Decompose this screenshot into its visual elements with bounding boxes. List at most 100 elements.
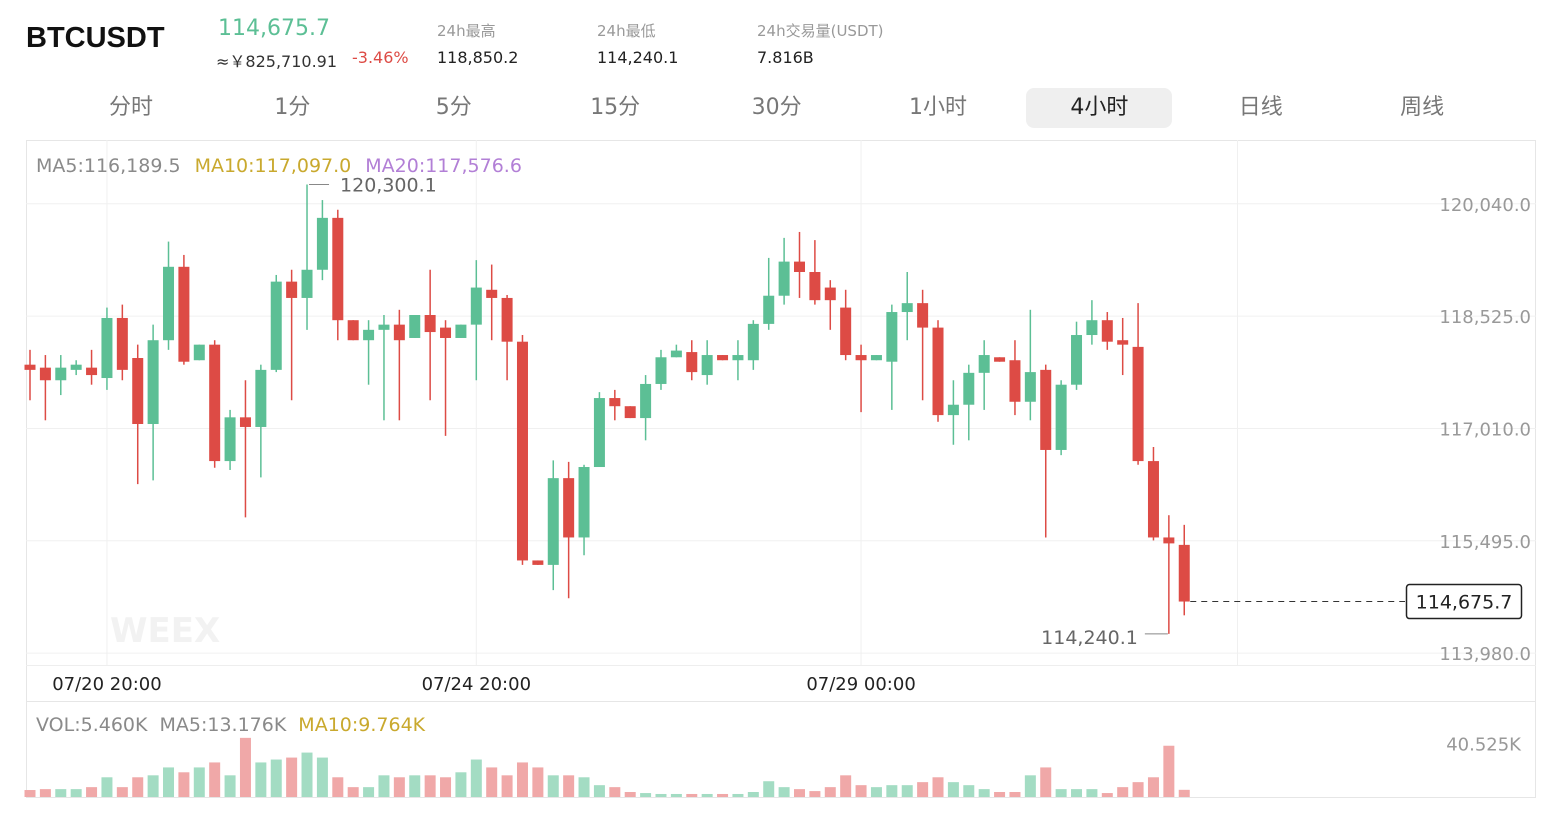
x-tick-label: 07/29 00:00 xyxy=(806,674,915,695)
volume-bar xyxy=(455,772,467,797)
candle-body xyxy=(147,340,159,425)
candle-body xyxy=(116,317,128,370)
volume-bar xyxy=(624,792,636,797)
candle-body xyxy=(640,383,652,419)
volume-bar xyxy=(347,787,359,797)
volume-bar xyxy=(532,767,544,797)
volume-bar xyxy=(1132,782,1144,797)
candle-body xyxy=(886,312,898,362)
interval-tab[interactable]: 5分 xyxy=(435,95,472,120)
stat-label: 24h最低 xyxy=(597,22,656,40)
interval-tab[interactable]: 1小时 xyxy=(909,95,967,120)
candle-body xyxy=(1163,537,1175,544)
last-price-box xyxy=(1405,583,1523,620)
interval-tab[interactable]: 日线 xyxy=(1238,95,1283,120)
last-price: 114,675.7 xyxy=(218,16,330,41)
volume-bar xyxy=(717,793,729,797)
volume-bar xyxy=(316,757,328,797)
volume-bar xyxy=(301,752,313,797)
volume-bar xyxy=(55,789,67,797)
volume-bar xyxy=(163,767,175,797)
chart-frame xyxy=(26,140,1536,798)
volume-bar xyxy=(393,777,405,797)
candle-body xyxy=(1132,346,1144,462)
volume-bar xyxy=(1086,789,1098,797)
watermark: WEEX xyxy=(110,611,220,651)
stat-value: 118,850.2 xyxy=(437,48,519,67)
candle-body xyxy=(978,355,990,373)
volume-bar xyxy=(901,785,913,797)
y-tick-label: 40.525K xyxy=(1446,735,1522,756)
candle-body xyxy=(963,372,975,405)
candle-body xyxy=(732,355,744,361)
candle-body xyxy=(301,269,313,298)
candle-body xyxy=(1071,335,1083,385)
candle-body xyxy=(39,367,51,381)
volume-bar xyxy=(470,759,482,797)
candle-body xyxy=(255,369,267,427)
candle-body xyxy=(132,358,144,425)
interval-tab[interactable]: 分时 xyxy=(108,95,153,120)
candle-body xyxy=(101,317,113,379)
volume-bar xyxy=(516,762,528,797)
volume-label: VOL:5.460K xyxy=(36,714,148,736)
interval-tab[interactable]: 30分 xyxy=(751,95,802,120)
candle-body xyxy=(347,320,359,341)
volume-bar xyxy=(763,781,775,797)
candle-body xyxy=(286,281,298,298)
price-change: -3.46% xyxy=(352,48,409,67)
volume-bar xyxy=(209,762,221,797)
interval-tab[interactable]: 周线 xyxy=(1400,95,1445,120)
candle-body xyxy=(424,315,436,333)
candle-body xyxy=(609,398,621,407)
volume-bar xyxy=(563,775,575,797)
candle-body xyxy=(70,364,82,370)
interval-tab[interactable]: 1分 xyxy=(274,95,311,120)
candle-body xyxy=(563,478,575,538)
candle-body xyxy=(1009,360,1021,402)
volume-bar xyxy=(1071,789,1083,797)
candle-body xyxy=(670,350,682,358)
volume-bar xyxy=(978,789,990,797)
candle-body xyxy=(932,327,944,416)
ma-label: MA10:117,097.0 xyxy=(195,155,352,177)
candle-body xyxy=(178,266,190,362)
volume-bar xyxy=(86,787,98,797)
candle-body xyxy=(824,287,836,301)
interval-tab[interactable]: 15分 xyxy=(590,95,641,120)
stat-value: 114,240.1 xyxy=(597,48,679,67)
volume-bar xyxy=(840,775,852,797)
interval-tab[interactable]: 4小时 xyxy=(1026,88,1173,128)
volume-bar xyxy=(286,757,298,797)
volume-bar xyxy=(947,782,959,797)
candle-body xyxy=(840,307,852,356)
candle-body xyxy=(455,324,467,338)
candle-body xyxy=(701,355,713,376)
low-label: 114,240.1 xyxy=(1041,627,1138,649)
volume-bar xyxy=(732,793,744,797)
volume-bar xyxy=(609,787,621,797)
candle-body xyxy=(747,323,759,361)
candle-body xyxy=(1086,320,1098,336)
volume-bar xyxy=(1024,775,1036,797)
candle-body xyxy=(470,287,482,325)
candle-body xyxy=(239,417,251,427)
candle-body xyxy=(163,266,175,341)
x-tick-label: 07/20 20:00 xyxy=(52,674,161,695)
volume-bar xyxy=(486,767,498,797)
volume-bar xyxy=(255,762,267,797)
candle-body xyxy=(1101,320,1113,342)
volume-bar xyxy=(440,777,452,797)
volume-bar xyxy=(70,789,82,797)
volume-bar xyxy=(670,793,682,797)
volume-label: MA5:13.176K xyxy=(159,714,286,736)
volume-bar xyxy=(424,775,436,797)
candle-body xyxy=(193,344,205,361)
y-tick-label: 117,010.0 xyxy=(1439,419,1531,440)
volume-label: MA10:9.764K xyxy=(298,714,425,736)
volume-bar xyxy=(778,787,790,797)
candle-body xyxy=(501,297,513,342)
volume-bar xyxy=(593,785,605,797)
